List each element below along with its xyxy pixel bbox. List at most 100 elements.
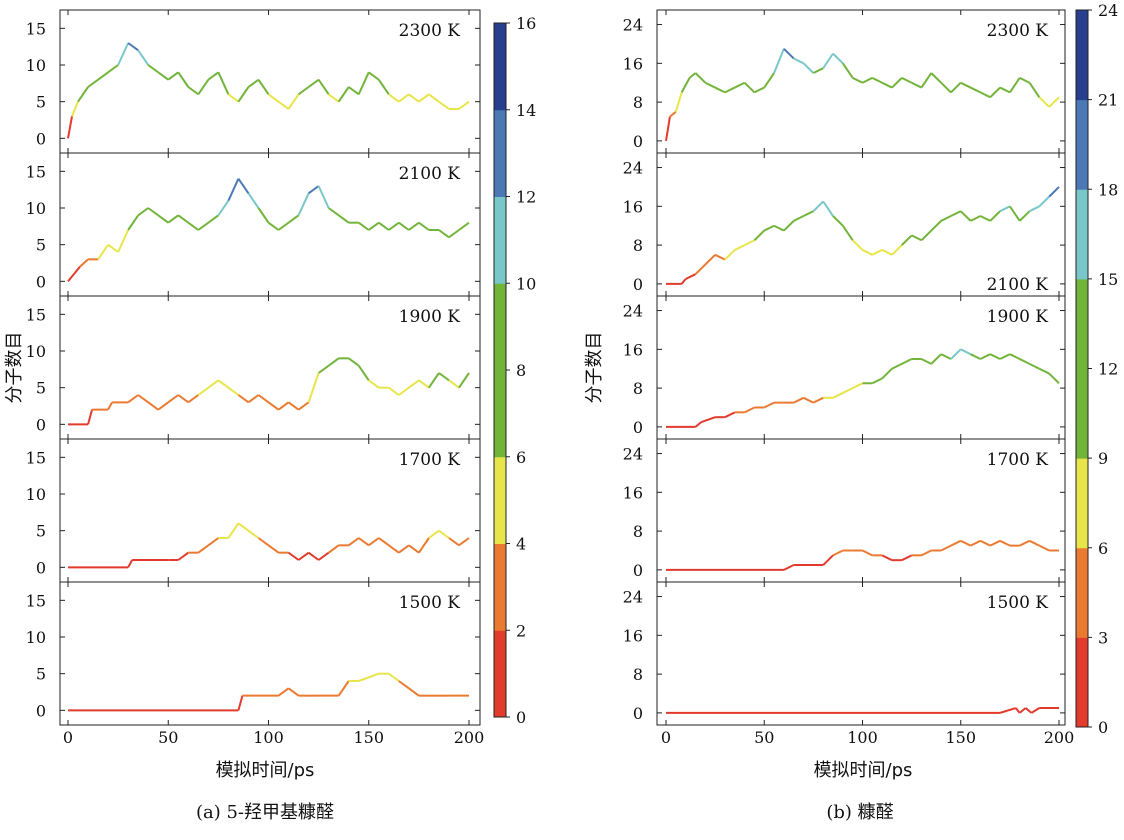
series-segment — [1019, 539, 1030, 547]
series-segment — [227, 386, 240, 396]
series-segment — [398, 93, 410, 103]
series-segment — [979, 539, 991, 547]
y-tick-label: 16 — [623, 54, 643, 73]
x-tick-label: 50 — [158, 728, 178, 747]
series-segment — [763, 72, 775, 89]
colorbar-tick-label: 0 — [1098, 718, 1108, 737]
series-segment — [832, 392, 844, 399]
series-segment — [287, 214, 300, 224]
series-segment — [940, 82, 952, 94]
series-segment — [117, 229, 130, 253]
y-tick-label: 15 — [26, 305, 46, 324]
series-segment — [337, 680, 350, 697]
series-segment — [207, 71, 219, 81]
series-segment — [257, 537, 270, 547]
y-tick-label: 0 — [36, 415, 46, 434]
series-segment — [862, 76, 873, 84]
series-segment — [960, 539, 972, 547]
series-segment — [187, 86, 199, 96]
series-segment — [87, 409, 94, 425]
series-segment — [398, 386, 410, 396]
y-tick-label: 8 — [633, 93, 643, 112]
series-segment — [157, 401, 169, 411]
series-segment — [743, 82, 756, 94]
series-segment — [1019, 707, 1027, 714]
chart-b: 0 8 16 24 2300 K 0 8 16 24 2100 K 0 8 16 24 1900 K 0 8 16… — [584, 1, 1118, 823]
series-segment — [318, 364, 330, 374]
series-segment — [297, 401, 310, 411]
chart-a: 0 5 10 15 2300 K 0 5 10 15 2100 K 0 5 10 15 1900 K 0 5 10… — [4, 9, 536, 823]
series-segment — [891, 77, 903, 89]
series-segment — [950, 82, 962, 94]
series-segment — [1028, 82, 1041, 98]
series-segment — [73, 266, 81, 275]
series-segment — [970, 215, 981, 222]
x-tick-label: 200 — [454, 728, 485, 747]
y-tick-label: 15 — [26, 448, 46, 467]
series-segment — [714, 86, 726, 94]
colorbar-band — [494, 23, 506, 111]
series-segment — [297, 551, 310, 561]
panel-1900K: 0 5 10 15 1900 K — [26, 295, 481, 440]
series-segment — [207, 537, 219, 547]
series-segment — [793, 57, 804, 65]
series-segment — [832, 52, 844, 65]
colorbar-band — [1076, 458, 1088, 549]
series-segment — [297, 192, 310, 216]
series-segment — [67, 273, 75, 282]
series-segment — [803, 396, 814, 404]
series-segment — [107, 243, 119, 253]
series-segment — [147, 64, 159, 74]
series-segment — [881, 554, 893, 562]
series-segment — [1009, 77, 1021, 93]
series-segment — [842, 387, 854, 394]
series-segment — [378, 221, 390, 231]
series-segment — [257, 394, 270, 404]
series-segment — [999, 539, 1011, 547]
series-segment — [317, 79, 330, 95]
series-segment — [277, 100, 290, 110]
series-segment — [1029, 205, 1040, 213]
series-segment — [147, 207, 159, 217]
y-tick-label: 5 — [36, 379, 46, 398]
series-segment — [187, 221, 199, 231]
series-segment — [901, 234, 913, 246]
series-segment — [267, 221, 280, 231]
series-segment — [940, 544, 952, 552]
series-segment — [783, 220, 795, 232]
series-segment — [177, 214, 189, 224]
colorbar-tick-label: 18 — [1098, 180, 1118, 199]
panel-2100K: 0 5 10 15 2100 K — [26, 152, 481, 297]
x-tick-label: 100 — [847, 728, 878, 747]
series-segment — [881, 249, 893, 256]
series-segment — [979, 215, 991, 222]
series-segment — [458, 537, 470, 547]
panel-temp-label: 2100 K — [399, 164, 461, 184]
series-segment — [348, 357, 360, 367]
series-segment — [979, 353, 991, 360]
series-segment — [317, 185, 330, 209]
series-segment — [418, 221, 430, 231]
y-tick-label: 5 — [36, 93, 46, 112]
series-segment — [338, 214, 350, 224]
series-segment — [438, 229, 450, 239]
series-segment — [227, 178, 240, 202]
series-segment — [388, 672, 400, 682]
series-segment — [247, 192, 260, 209]
series-segment — [842, 62, 854, 79]
series-segment — [920, 229, 932, 241]
series-segment — [197, 386, 209, 396]
series-segment — [71, 101, 79, 117]
colorbar-band — [494, 196, 506, 284]
series-segment — [960, 348, 972, 356]
series-segment — [940, 215, 952, 222]
series-segment — [77, 86, 89, 103]
series-segment — [921, 549, 932, 557]
series-segment — [137, 394, 149, 404]
colorbar-band — [1076, 278, 1088, 369]
series-segment — [418, 537, 430, 554]
series-segment — [950, 210, 962, 217]
series-segment — [862, 249, 873, 256]
colorbar-tick-label: 16 — [516, 14, 536, 33]
series-segment — [408, 221, 420, 231]
